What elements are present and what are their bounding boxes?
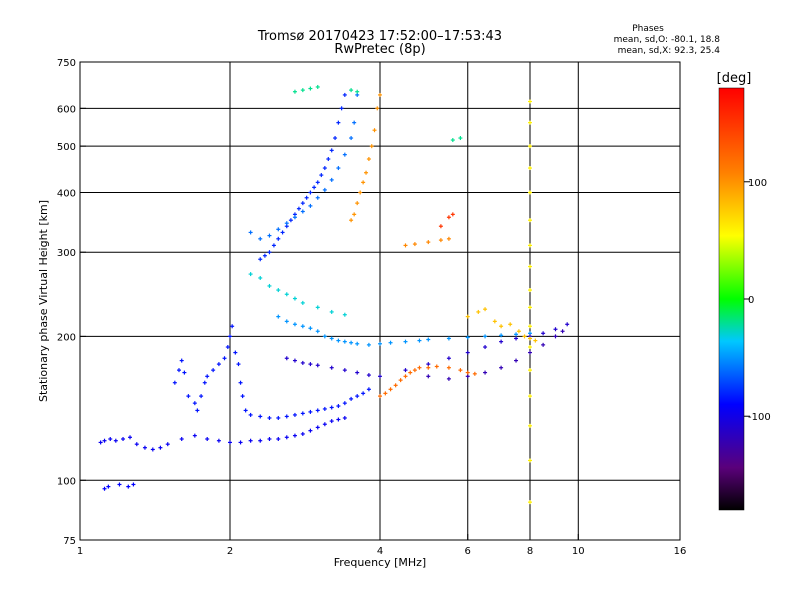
x-tick-label: 10 <box>572 546 585 557</box>
y-axis-label: Stationary phase Virtual Height [km] <box>37 200 50 402</box>
y-tick-label: 200 <box>57 332 76 343</box>
phase-info-o: mean, sd,O: -80.1, 18.8 <box>614 35 721 45</box>
colorbar-tick-label: 0 <box>748 295 754 306</box>
y-tick-label: 300 <box>57 248 76 259</box>
y-tick-label: 75 <box>63 536 76 547</box>
x-tick-label: 16 <box>674 546 687 557</box>
x-tick-label: 6 <box>465 546 471 557</box>
colorbar <box>718 87 745 511</box>
chart-subtitle: RwPretec (8p) <box>334 42 425 57</box>
y-tick-label: 400 <box>57 188 76 199</box>
colorbar-tick-label: -100 <box>748 412 771 423</box>
x-tick-label: 4 <box>377 546 383 557</box>
chart-title: Tromsø 20170423 17:52:00–17:53:43 <box>257 29 502 44</box>
x-tick-label: 2 <box>227 546 233 557</box>
x-axis-label: Frequency [MHz] <box>334 556 426 569</box>
x-tick-label: 8 <box>527 546 533 557</box>
y-tick-label: 100 <box>57 476 76 487</box>
colorbar-ticks: -100 0 100 <box>744 178 771 423</box>
axis-ticks: 1 2 4 6 8 10 16 75 100 200 300 400 500 600 750 <box>57 58 686 557</box>
x-tick-label: 1 <box>77 546 83 557</box>
phase-info-x: mean, sd,X: 92.3, 25.4 <box>618 46 721 56</box>
y-tick-label: 500 <box>57 142 76 153</box>
phase-info-title: Phases <box>632 24 664 34</box>
colorbar-tick-label: 100 <box>748 178 767 189</box>
y-tick-label: 750 <box>57 58 76 69</box>
colorbar-label: [deg] <box>717 71 752 86</box>
y-tick-label: 600 <box>57 104 76 115</box>
data-points <box>98 84 570 505</box>
